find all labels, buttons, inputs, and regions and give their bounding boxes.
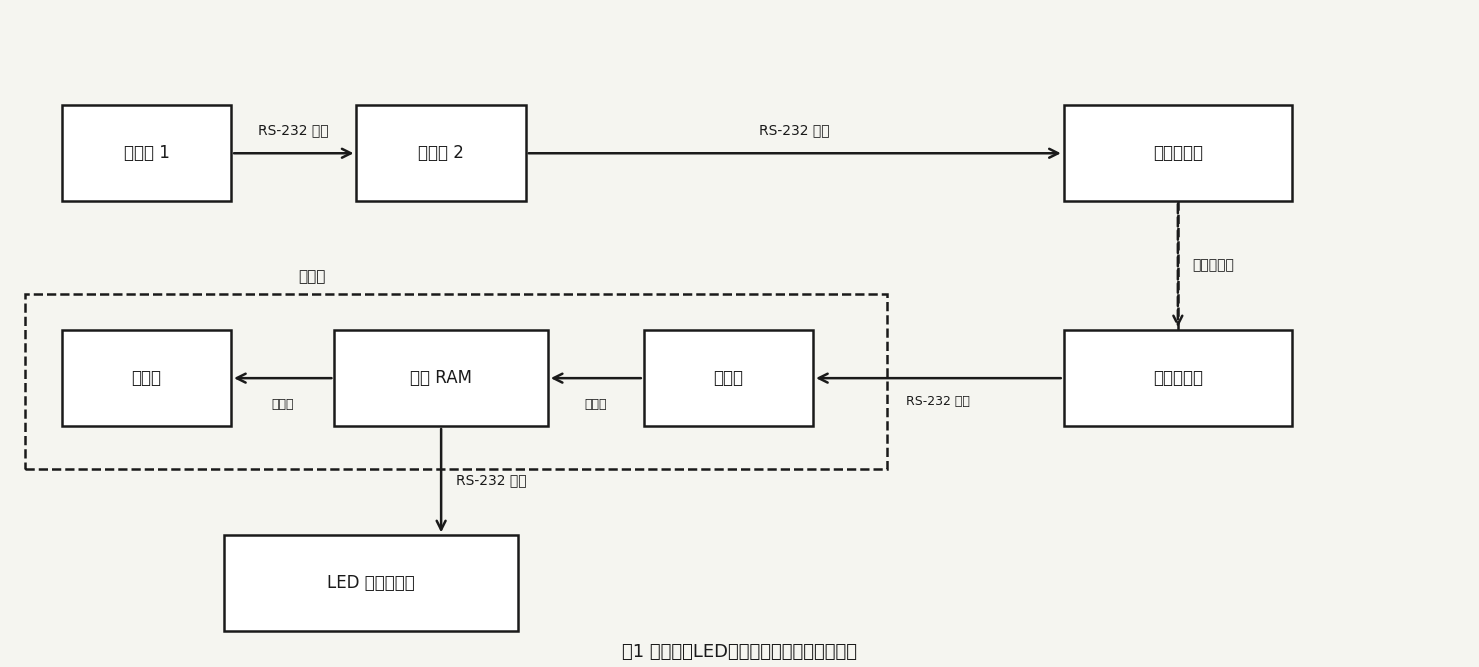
Text: RS-232 电缆: RS-232 电缆 [456, 474, 527, 488]
Text: RS-232 电缆: RS-232 电缆 [259, 123, 330, 137]
Text: 计算机 2: 计算机 2 [419, 144, 464, 162]
Bar [1063, 105, 1293, 201]
Bar [62, 105, 231, 201]
Text: 单片机: 单片机 [132, 369, 161, 387]
Text: 接口板: 接口板 [299, 269, 325, 284]
Bar [1063, 330, 1293, 426]
Text: 调制解调器: 调制解调器 [1152, 369, 1202, 387]
Bar [62, 330, 231, 426]
Bar [223, 535, 519, 631]
Bar [643, 330, 813, 426]
Text: 并行口: 并行口 [272, 398, 294, 411]
Text: 调制解调器: 调制解调器 [1152, 144, 1202, 162]
Text: 双口 RAM: 双口 RAM [410, 369, 472, 387]
Text: 计算机 1: 计算机 1 [124, 144, 170, 162]
Text: 图1 大型室外LED显示屏远程控制系统原理图: 图1 大型室外LED显示屏远程控制系统原理图 [623, 643, 856, 661]
Bar [334, 330, 547, 426]
Text: RS-232 电缆: RS-232 电缆 [907, 395, 970, 408]
Text: LED 屏幕显示器: LED 屏幕显示器 [327, 574, 416, 592]
Bar [356, 105, 527, 201]
Text: 公用电话网: 公用电话网 [1192, 259, 1235, 273]
Text: 并行口: 并行口 [584, 398, 606, 411]
Bar [25, 293, 887, 469]
Text: 单片机: 单片机 [713, 369, 744, 387]
Text: RS-232 电缆: RS-232 电缆 [759, 123, 830, 137]
